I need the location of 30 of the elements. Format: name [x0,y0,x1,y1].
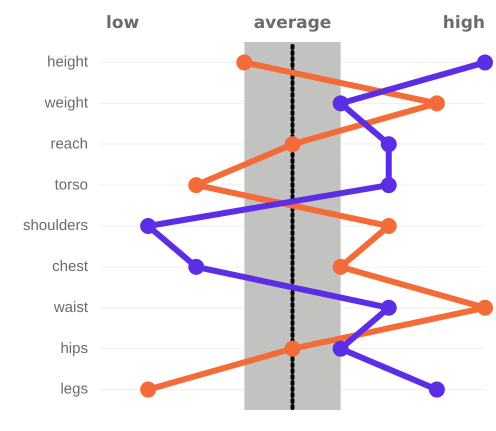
y-tick-label: height [47,54,89,71]
point [332,258,349,275]
point [380,300,397,316]
y-tick-label: torso [54,176,88,194]
point [477,300,493,316]
y-tick-label: hips [60,340,88,357]
point [332,340,349,357]
point [188,258,204,275]
y-tick-label: weight [44,94,89,112]
point [428,382,445,398]
point [284,136,300,152]
text: average [254,12,332,33]
point [380,177,397,194]
point [380,136,397,152]
text: high [442,12,485,33]
point [140,382,156,398]
y-tick-label: chest [52,258,89,276]
text: low [106,12,140,33]
point [284,340,300,357]
point [332,95,349,112]
point [236,54,252,70]
y-tick-label: shoulders [22,217,88,234]
y-tick-label: waist [52,298,89,316]
point [188,177,204,194]
point [380,218,397,234]
point [140,218,156,234]
point [477,54,493,70]
point [428,95,445,112]
y-tick-label: reach [50,135,88,152]
y-tick-label: legs [60,380,88,398]
